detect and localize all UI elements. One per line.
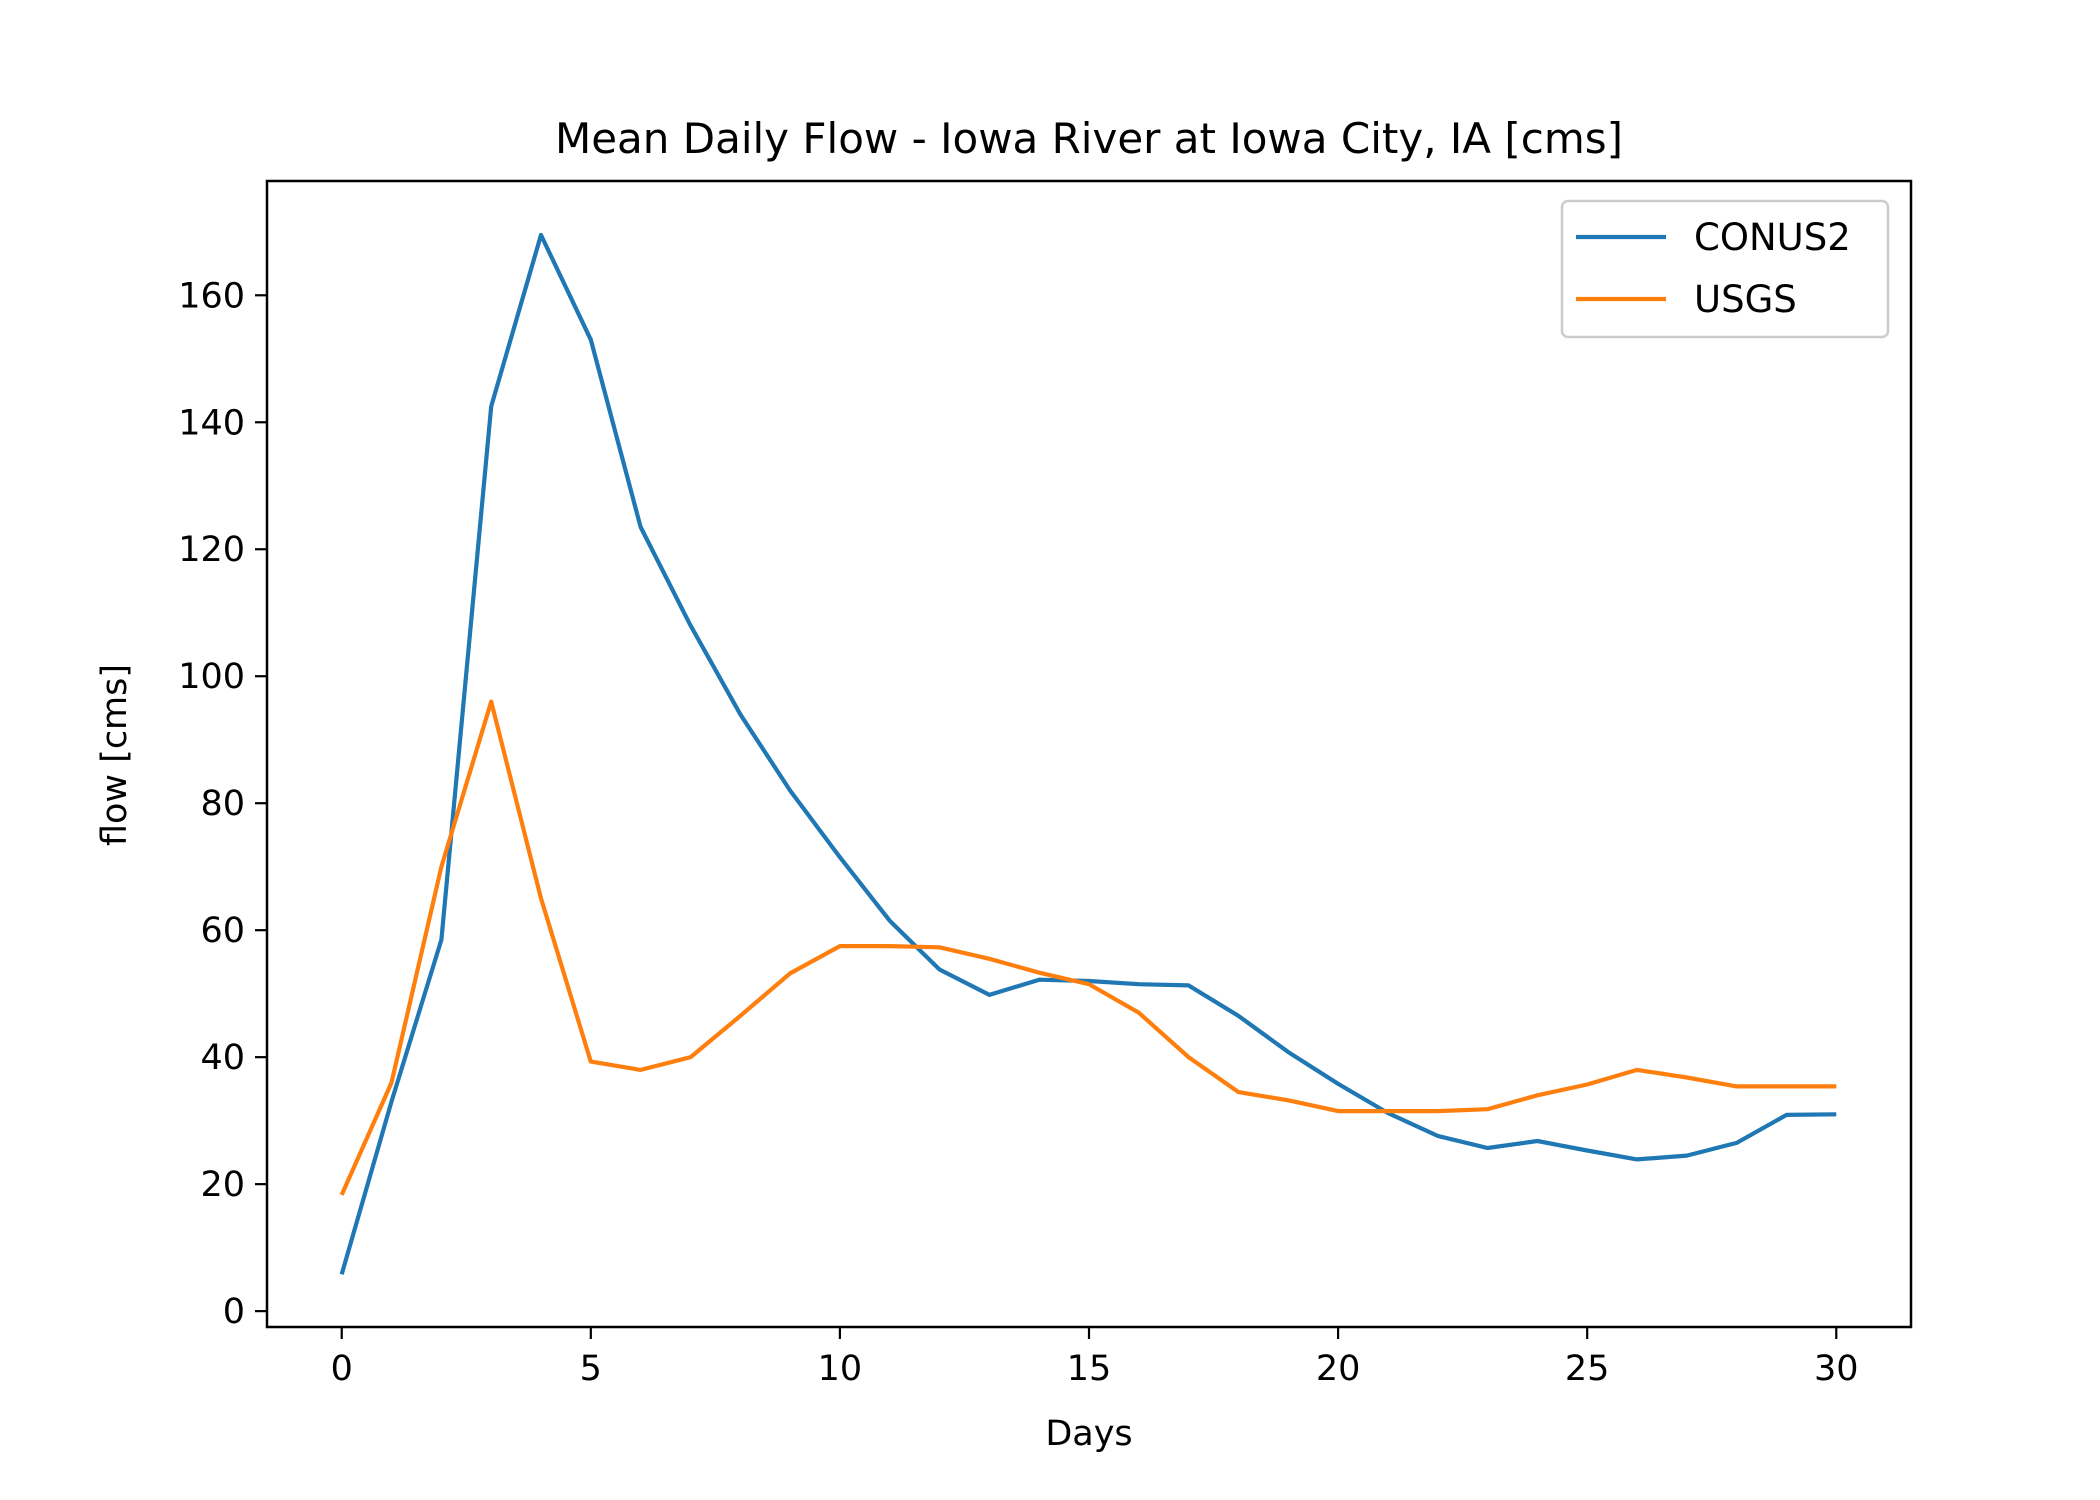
legend-label-usgs: USGS [1694,278,1797,321]
data-point-conus2 [688,623,692,627]
chart-title: Mean Daily Flow - Iowa River at Iowa Cit… [555,114,1623,163]
x-tick-label: 25 [1565,1349,1610,1389]
data-point-conus2 [1784,1113,1788,1117]
data-point-conus2 [1585,1148,1589,1152]
data-point-usgs [1834,1084,1838,1088]
series-line-conus2 [339,232,1837,1275]
data-point-usgs [439,865,443,869]
plot-background [267,181,1911,1327]
data-point-conus2 [589,338,593,342]
data-point-usgs [1635,1068,1639,1072]
data-point-usgs [788,971,792,975]
data-point-conus2 [1436,1134,1440,1138]
data-point-usgs [489,700,493,704]
legend: CONUS2 USGS [1560,199,1890,339]
series-line-usgs [339,699,1837,1196]
data-point-conus2 [1187,983,1191,987]
data-point-usgs [1137,1011,1141,1015]
data-point-conus2 [1336,1082,1340,1086]
data-point-conus2 [539,233,543,237]
data-point-conus2 [1037,978,1041,982]
x-tick-label: 5 [580,1349,602,1389]
data-point-usgs [1037,971,1041,975]
y-axis-label: flow [cms] [95,664,135,846]
data-point-conus2 [1735,1141,1739,1145]
legend-label-conus2: CONUS2 [1694,216,1851,259]
plot-area [267,181,1911,1327]
data-point-usgs [639,1068,643,1072]
data-point-usgs [1187,1055,1191,1059]
data-point-usgs [888,944,892,948]
data-point-conus2 [838,855,842,859]
data-point-usgs [340,1193,344,1197]
data-point-usgs [1386,1109,1390,1113]
data-point-usgs [390,1081,394,1085]
x-tick-label: 20 [1316,1349,1361,1389]
data-point-conus2 [439,938,443,942]
data-point-usgs [1784,1084,1788,1088]
x-tick-label: 10 [818,1349,863,1389]
data-point-usgs [1535,1093,1539,1097]
data-point-usgs [1286,1098,1290,1102]
data-point-conus2 [639,525,643,529]
data-point-usgs [1486,1107,1490,1111]
data-point-conus2 [938,968,942,972]
y-tick-label: 40 [200,1038,245,1078]
data-point-conus2 [1137,982,1141,986]
data-point-conus2 [390,1100,394,1104]
y-tick-label: 80 [200,784,245,824]
data-point-usgs [1436,1109,1440,1113]
axes-layer: 0 5 10 15 20 25 30 0 20 40 60 80 100 120 140 160 [178,179,1913,1389]
y-tick-label: 140 [178,403,245,443]
y-tick-label: 60 [200,911,245,951]
data-point-conus2 [987,993,991,997]
y-tick-label: 160 [178,276,245,316]
data-point-conus2 [1286,1050,1290,1054]
y-tick-label: 100 [178,657,245,697]
x-tick-label: 0 [331,1349,353,1389]
y-tick-label: 120 [178,530,245,570]
data-point-usgs [1735,1084,1739,1088]
data-point-usgs [838,944,842,948]
data-point-usgs [1336,1109,1340,1113]
data-point-conus2 [1834,1112,1838,1116]
data-point-conus2 [489,404,493,408]
y-tick-label: 20 [200,1165,245,1205]
data-point-usgs [1236,1090,1240,1094]
data-point-conus2 [1685,1154,1689,1158]
data-point-conus2 [340,1272,344,1276]
data-point-usgs [688,1055,692,1059]
data-point-usgs [738,1014,742,1018]
data-point-conus2 [1635,1157,1639,1161]
data-point-conus2 [738,712,742,716]
x-tick-label: 15 [1067,1349,1112,1389]
data-point-conus2 [1535,1139,1539,1143]
x-axis-label: Days [1045,1414,1132,1454]
y-tick-label: 0 [223,1292,245,1332]
data-point-conus2 [1486,1146,1490,1150]
data-point-conus2 [788,789,792,793]
x-tick-label: 30 [1814,1349,1859,1389]
data-point-conus2 [1236,1014,1240,1018]
data-point-usgs [539,896,543,900]
data-point-usgs [589,1060,593,1064]
series-layer [339,232,1838,1276]
data-point-usgs [1087,982,1091,986]
data-point-usgs [1685,1075,1689,1079]
data-point-usgs [938,945,942,949]
data-point-usgs [987,957,991,961]
data-point-conus2 [888,919,892,923]
data-point-usgs [1585,1082,1589,1086]
